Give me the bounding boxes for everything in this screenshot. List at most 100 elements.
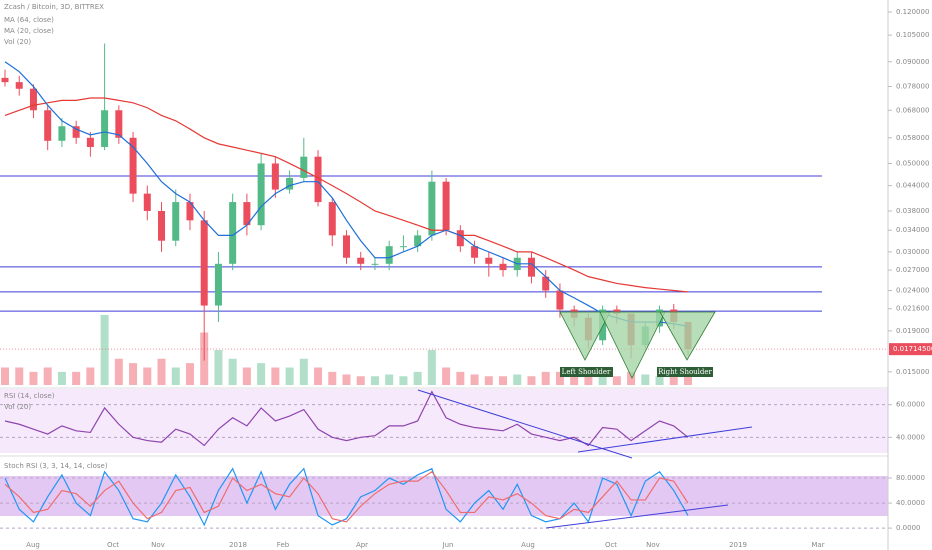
candle-body: [186, 202, 194, 221]
candle-body: [286, 177, 294, 190]
y-tick-label: 0.015000: [896, 368, 929, 376]
volume-bar: [242, 367, 251, 385]
volume-bar: [129, 363, 138, 385]
annotation-box: [657, 367, 713, 377]
volume-bar: [470, 374, 479, 385]
volume-bar: [43, 367, 52, 385]
pattern-shape: [559, 311, 611, 361]
candle-body: [499, 263, 507, 271]
chart-title: Zcash / Bitcoin, 3D, BITTREX: [4, 3, 104, 11]
volume-bar: [570, 374, 579, 385]
x-tick-label: 2019: [729, 541, 747, 549]
volume-bar: [484, 376, 493, 385]
candle-body: [214, 263, 222, 306]
volume-bar: [314, 367, 323, 385]
volume-bar: [1, 367, 9, 385]
legend-entry: Vol (20): [4, 38, 31, 46]
candle-body: [229, 202, 237, 264]
x-tick-label: Nov: [646, 541, 660, 549]
pane-subtitle: Vol (20): [4, 403, 31, 411]
volume-bar: [228, 358, 237, 385]
y-tick-label: 0.034000: [896, 226, 929, 234]
y-tick-label: 40.0000: [896, 433, 925, 441]
volume-bar: [513, 374, 522, 385]
candle-body: [343, 235, 350, 258]
stoch-band: [0, 476, 888, 516]
x-tick-label: Aug: [26, 541, 40, 549]
candle-body: [527, 257, 535, 277]
volume-bar: [86, 367, 95, 385]
candle-body: [485, 257, 493, 264]
volume-bar: [356, 376, 365, 385]
volume-bar: [456, 371, 465, 385]
candle-body: [143, 193, 151, 211]
volume-bar: [257, 363, 266, 385]
volume-bar: [499, 376, 508, 385]
y-tick-label: 0.050000: [896, 159, 929, 167]
volume-bar: [214, 350, 223, 385]
series-line: [4, 390, 689, 447]
volume-bar: [684, 371, 692, 385]
volume-bar: [541, 371, 550, 385]
x-tick-label: 2018: [229, 541, 247, 549]
candle-body: [328, 202, 336, 236]
volume-bar: [669, 374, 678, 385]
trend-line: [577, 426, 753, 453]
volume-bar: [328, 371, 337, 385]
candle-body: [613, 309, 621, 314]
pane-title: RSI (14, close): [4, 392, 55, 400]
candle-body: [414, 235, 422, 247]
candle-body: [158, 210, 166, 241]
volume-bar: [584, 371, 593, 385]
y-tick-label: 0.038000: [896, 207, 929, 215]
y-tick-label: 40.0000: [896, 499, 925, 507]
volume-bar: [57, 371, 66, 385]
candle-body: [101, 110, 109, 147]
volume-bar: [100, 315, 109, 385]
y-tick-label: 0.090000: [896, 58, 929, 66]
y-tick-label: 0.0000: [896, 524, 921, 532]
volume-bar: [442, 367, 451, 385]
y-tick-label: 0.030000: [896, 248, 929, 256]
volume-bar: [413, 371, 422, 385]
x-tick-label: Apr: [356, 541, 368, 549]
y-tick-label: 0.021600: [896, 305, 929, 313]
trend-line: [417, 389, 633, 459]
y-tick-label: 60.0000: [896, 401, 925, 409]
x-tick-label: Nov: [151, 541, 165, 549]
annotation-box: [560, 367, 613, 377]
x-tick-label: Mar: [811, 541, 824, 549]
volume-bar: [157, 358, 166, 385]
pattern-shape: [659, 311, 716, 361]
y-tick-label: 0.019000: [896, 327, 929, 335]
volume-bar: [655, 376, 664, 385]
candle-body: [371, 263, 379, 265]
volume-bar: [29, 371, 38, 385]
candle-body: [300, 156, 308, 178]
volume-bar: [598, 374, 607, 385]
candle-body: [357, 257, 365, 264]
volume-bar: [185, 363, 194, 385]
volume-bar: [143, 367, 152, 385]
volume-bar: [527, 376, 536, 385]
candle-body: [72, 126, 80, 138]
volume-bar: [641, 374, 650, 385]
candle-body: [86, 137, 94, 147]
x-tick-label: Jun: [442, 541, 454, 549]
volume-bar: [285, 367, 294, 385]
volume-bar: [15, 367, 24, 385]
x-tick-label: Feb: [277, 541, 290, 549]
y-tick-label: 0.027000: [896, 266, 929, 274]
volume-bar: [299, 358, 308, 385]
y-tick-label: 80.0000: [896, 474, 925, 482]
y-tick-label: 0.105000: [896, 31, 929, 39]
candle-body: [456, 230, 464, 247]
candle-body: [172, 202, 180, 241]
candle-body: [271, 163, 279, 190]
y-tick-label: 0.068000: [896, 106, 929, 114]
series-line: [4, 61, 689, 328]
candle-body: [58, 126, 66, 141]
last-price-label: 0.01714500: [893, 345, 932, 353]
